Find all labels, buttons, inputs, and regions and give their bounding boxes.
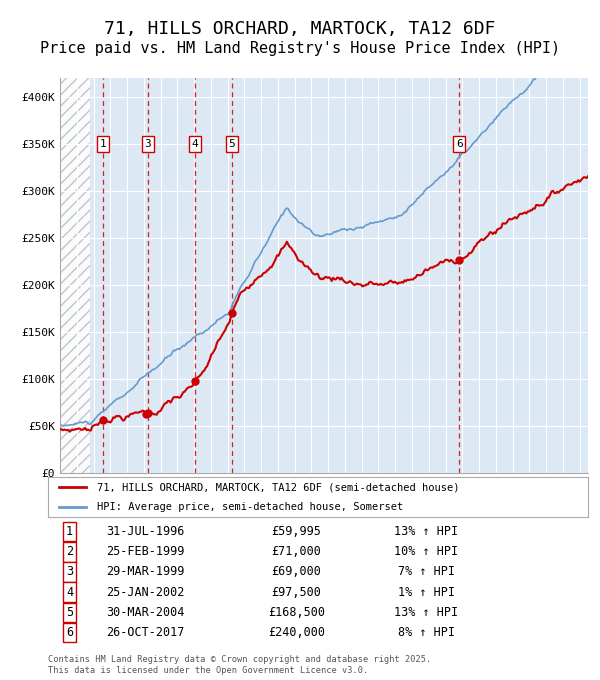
Text: 6: 6 — [456, 139, 463, 149]
Text: 71, HILLS ORCHARD, MARTOCK, TA12 6DF (semi-detached house): 71, HILLS ORCHARD, MARTOCK, TA12 6DF (se… — [97, 482, 459, 492]
Text: 1: 1 — [100, 139, 107, 149]
Text: 1: 1 — [66, 525, 73, 538]
Text: Price paid vs. HM Land Registry's House Price Index (HPI): Price paid vs. HM Land Registry's House … — [40, 41, 560, 56]
Text: 13% ↑ HPI: 13% ↑ HPI — [394, 525, 458, 538]
Text: 10% ↑ HPI: 10% ↑ HPI — [394, 545, 458, 558]
Text: 71, HILLS ORCHARD, MARTOCK, TA12 6DF: 71, HILLS ORCHARD, MARTOCK, TA12 6DF — [104, 20, 496, 37]
Text: 13% ↑ HPI: 13% ↑ HPI — [394, 606, 458, 619]
Text: 3: 3 — [66, 566, 73, 579]
Text: 29-MAR-1999: 29-MAR-1999 — [106, 566, 184, 579]
Text: £240,000: £240,000 — [268, 626, 325, 639]
Text: 5: 5 — [229, 139, 235, 149]
Text: 30-MAR-2004: 30-MAR-2004 — [106, 606, 184, 619]
Text: 1% ↑ HPI: 1% ↑ HPI — [398, 585, 455, 598]
Text: 3: 3 — [145, 139, 151, 149]
Text: 4: 4 — [66, 585, 73, 598]
Text: £97,500: £97,500 — [271, 585, 322, 598]
Text: £59,995: £59,995 — [271, 525, 322, 538]
Text: 31-JUL-1996: 31-JUL-1996 — [106, 525, 184, 538]
Text: 8% ↑ HPI: 8% ↑ HPI — [398, 626, 455, 639]
Text: 6: 6 — [66, 626, 73, 639]
Text: 7% ↑ HPI: 7% ↑ HPI — [398, 566, 455, 579]
Text: 25-JAN-2002: 25-JAN-2002 — [106, 585, 184, 598]
Text: 2: 2 — [66, 545, 73, 558]
Text: Contains HM Land Registry data © Crown copyright and database right 2025.
This d: Contains HM Land Registry data © Crown c… — [48, 655, 431, 675]
Text: £168,500: £168,500 — [268, 606, 325, 619]
Text: £69,000: £69,000 — [271, 566, 322, 579]
Text: 26-OCT-2017: 26-OCT-2017 — [106, 626, 184, 639]
Text: HPI: Average price, semi-detached house, Somerset: HPI: Average price, semi-detached house,… — [97, 502, 403, 512]
Text: 4: 4 — [192, 139, 199, 149]
Text: 5: 5 — [66, 606, 73, 619]
Text: 25-FEB-1999: 25-FEB-1999 — [106, 545, 184, 558]
Text: £71,000: £71,000 — [271, 545, 322, 558]
